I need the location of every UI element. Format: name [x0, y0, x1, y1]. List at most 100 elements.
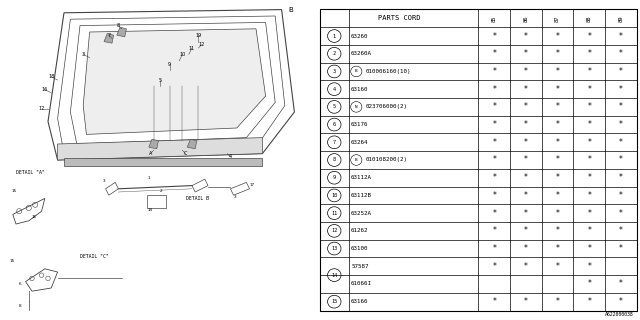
Text: *: *	[524, 156, 528, 164]
Text: PARTS CORD: PARTS CORD	[378, 15, 420, 21]
Text: *: *	[619, 32, 623, 41]
Text: 18: 18	[48, 74, 54, 79]
Text: *: *	[556, 49, 559, 58]
Text: *: *	[524, 32, 528, 41]
Text: *: *	[492, 102, 496, 111]
Text: *: *	[619, 297, 623, 306]
Text: *: *	[556, 191, 559, 200]
Text: *: *	[492, 297, 496, 306]
Text: 6: 6	[333, 122, 336, 127]
Text: 63260A: 63260A	[351, 51, 372, 56]
Text: *: *	[588, 102, 591, 111]
Text: 4: 4	[333, 87, 336, 92]
Text: *: *	[524, 262, 528, 271]
Text: A: A	[148, 151, 152, 156]
Text: 023706000(2): 023706000(2)	[365, 104, 407, 109]
Polygon shape	[117, 27, 127, 37]
Text: 7: 7	[333, 140, 336, 145]
Text: *: *	[588, 262, 591, 271]
Text: *: *	[524, 209, 528, 218]
Text: 63112A: 63112A	[351, 175, 372, 180]
Text: 63100: 63100	[351, 246, 369, 251]
Text: 1: 1	[333, 34, 336, 38]
Text: *: *	[556, 138, 559, 147]
Text: 1: 1	[147, 176, 150, 180]
Text: 61262: 61262	[351, 228, 369, 233]
Text: B: B	[355, 158, 358, 162]
Text: *: *	[492, 32, 496, 41]
Text: 13: 13	[331, 246, 337, 251]
Text: *: *	[619, 156, 623, 164]
Text: DETAIL B: DETAIL B	[186, 196, 209, 201]
Text: 9: 9	[168, 61, 171, 67]
Polygon shape	[188, 139, 197, 149]
Text: *: *	[588, 120, 591, 129]
Text: 14: 14	[331, 273, 337, 278]
Polygon shape	[149, 139, 159, 149]
Text: 16: 16	[42, 87, 48, 92]
Text: *: *	[492, 85, 496, 94]
Text: 11: 11	[331, 211, 337, 216]
Text: *: *	[588, 67, 591, 76]
Text: C: C	[184, 151, 188, 156]
Text: 61066I: 61066I	[351, 282, 372, 286]
Text: 9: 9	[333, 175, 336, 180]
Text: 4: 4	[229, 154, 232, 159]
Text: 10: 10	[179, 52, 186, 57]
Text: 8: 8	[19, 304, 22, 308]
Text: *: *	[619, 102, 623, 111]
Polygon shape	[83, 29, 266, 134]
Text: *: *	[556, 209, 559, 218]
Text: 2: 2	[333, 51, 336, 56]
Text: *: *	[492, 138, 496, 147]
Text: 63160: 63160	[351, 87, 369, 92]
Text: 10: 10	[331, 193, 337, 198]
Text: *: *	[619, 226, 623, 235]
Text: 63252A: 63252A	[351, 211, 372, 216]
Text: 17: 17	[250, 183, 255, 187]
Text: *: *	[619, 85, 623, 94]
Text: *: *	[524, 138, 528, 147]
Text: *: *	[588, 85, 591, 94]
Text: 3: 3	[82, 52, 84, 57]
Text: DETAIL "C": DETAIL "C"	[80, 253, 109, 259]
Text: 5: 5	[333, 104, 336, 109]
Text: *: *	[524, 67, 528, 76]
Text: 3: 3	[102, 180, 105, 183]
Text: 8: 8	[117, 23, 120, 28]
Text: *: *	[619, 209, 623, 218]
Text: 12: 12	[38, 106, 45, 111]
Text: *: *	[524, 297, 528, 306]
Text: *: *	[556, 244, 559, 253]
Text: 63112B: 63112B	[351, 193, 372, 198]
Text: 3: 3	[333, 69, 336, 74]
Text: *: *	[619, 173, 623, 182]
Text: *: *	[556, 156, 559, 164]
Text: 12: 12	[331, 228, 337, 233]
Text: *: *	[588, 156, 591, 164]
Text: *: *	[556, 67, 559, 76]
Text: *: *	[619, 120, 623, 129]
Text: *: *	[524, 49, 528, 58]
Text: DETAIL "A": DETAIL "A"	[16, 170, 45, 175]
Text: 6: 6	[19, 282, 22, 286]
Text: 16: 16	[32, 215, 37, 219]
Bar	[64, 158, 262, 166]
Text: 63176: 63176	[351, 122, 369, 127]
Text: *: *	[492, 156, 496, 164]
Text: *: *	[588, 138, 591, 147]
Text: 85: 85	[492, 15, 497, 21]
Text: *: *	[588, 297, 591, 306]
Text: *: *	[492, 262, 496, 271]
Text: *: *	[556, 85, 559, 94]
Text: 3: 3	[234, 196, 236, 199]
Text: 14: 14	[147, 208, 152, 212]
Text: *: *	[524, 120, 528, 129]
Text: *: *	[524, 102, 528, 111]
Text: *: *	[492, 226, 496, 235]
Text: 63264: 63264	[351, 140, 369, 145]
Text: *: *	[492, 209, 496, 218]
Text: 8: 8	[333, 157, 336, 163]
Text: *: *	[588, 32, 591, 41]
Text: *: *	[619, 244, 623, 253]
